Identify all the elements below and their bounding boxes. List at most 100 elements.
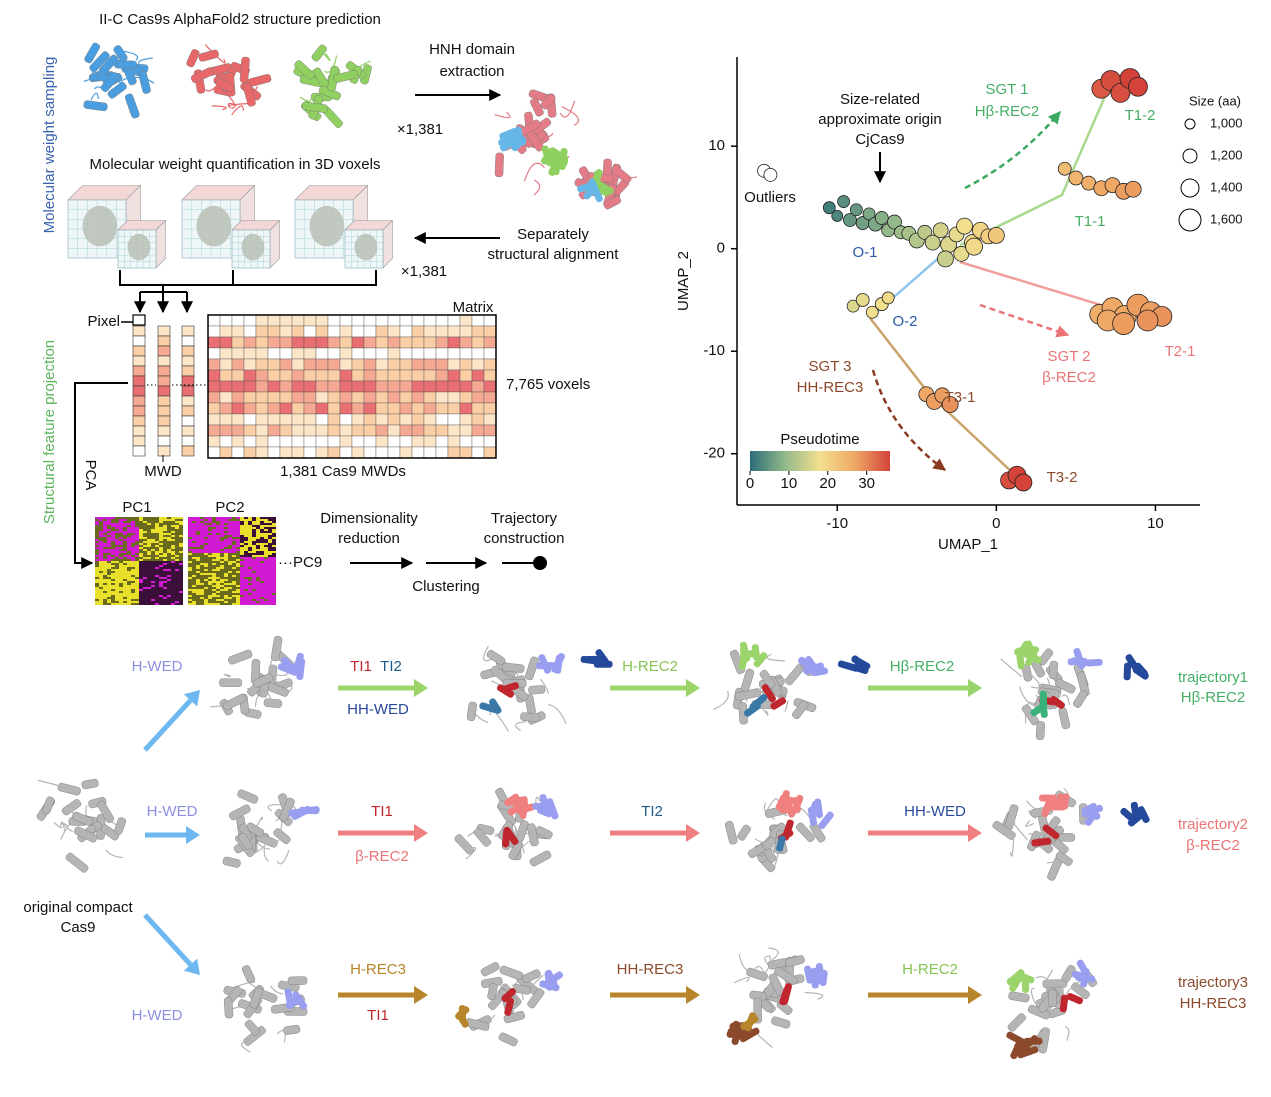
pc-cell [95,579,99,581]
point [874,211,889,225]
pc-cell [171,541,175,543]
matrix-cell [411,413,425,426]
matrix-cell [279,336,293,349]
pc-cell [268,543,272,545]
protein-helix [527,130,544,152]
pc-cell [131,593,135,595]
pc-cell [171,555,175,557]
pc-cell [188,535,192,537]
pc-cell [111,591,115,593]
protein-helix [301,101,329,113]
mwd-cell [132,395,146,407]
pc-cell [95,587,99,589]
pc-cell [159,563,163,565]
pc-cell [268,555,272,557]
pc-cell [151,527,155,529]
pc-cell [224,579,228,581]
matrix-cell [279,424,293,437]
pc-cell [131,541,135,543]
pc-cell [171,603,175,605]
pc-cell [272,523,276,525]
pc-cell [200,583,204,585]
pc-cell [240,527,244,529]
pc-cell [244,519,248,521]
matrix-cell [363,358,377,371]
pc-cell [115,589,119,591]
matrix-cell [243,446,257,459]
pc-cell [220,519,224,521]
pc-cell [147,587,151,589]
point [1128,76,1148,97]
pc-cell [163,521,167,523]
pc-cell [103,603,107,605]
pc-cell [155,539,159,541]
pc-cell [163,555,167,557]
pc-cell [208,531,212,533]
pc-cell [99,571,103,573]
pc-cell [268,517,272,519]
matrix-cell [315,446,329,459]
entry-label: H-WED [147,803,198,820]
pc-cell [155,599,159,601]
mwd-cell [181,325,195,337]
pc-cell [179,603,183,605]
pc-cell [143,601,147,603]
pc-cell [220,593,224,595]
pc-cell [175,601,179,603]
matrix-cell [411,380,425,393]
pc-cell [208,601,212,603]
matrix-cell [375,347,389,360]
matrix-cell [483,314,497,327]
pc-cell [115,543,119,545]
pc-cell [103,523,107,525]
matrix-cell [267,325,281,338]
pc-cell [111,587,115,589]
pc-cell [123,581,127,583]
pc-cell [244,599,248,601]
matrix-cell [387,314,401,327]
pc-cell [244,549,248,551]
pc-cell [200,565,204,567]
pc-cell [147,551,151,553]
protein-loop [1030,987,1036,1004]
matrix-cell [483,325,497,338]
pc-cell [216,591,220,593]
pc-cell [139,593,143,595]
pc-cell [179,559,183,561]
pc-cell [95,525,99,527]
step-label: TI1 [367,1007,389,1024]
pc-cell [99,589,103,591]
pc-cell [232,593,236,595]
pc-cell [167,553,171,555]
pc-cell [107,561,111,563]
pc-cell [196,543,200,545]
pc-cell [200,577,204,579]
pc-cell [192,585,196,587]
pc-cell [204,545,208,547]
protein-helix [273,828,291,845]
pc-cell [99,599,103,601]
pc-cell [123,595,127,597]
pc-cell [155,575,159,577]
pc-cell [143,593,147,595]
pc-cell [212,581,216,583]
pc-cell [256,537,260,539]
matrix-cell [471,314,485,327]
cube-density [82,205,118,247]
pc-cell [244,581,248,583]
pc-cell [123,541,127,543]
pc-cell [260,591,264,593]
protein-helix [186,49,200,68]
pc-cell [236,553,240,555]
pc-cell [228,577,232,579]
pc-cell [99,545,103,547]
mwd-cell [132,385,146,397]
matrix-cell [435,391,449,404]
pc-cell [175,553,179,555]
count: ×1,381 [401,263,447,280]
pc-cell [115,571,119,573]
pc-cell [212,531,216,533]
pc-cell [240,553,244,555]
matrix-cell [363,435,377,448]
voxel-cube [344,219,394,269]
